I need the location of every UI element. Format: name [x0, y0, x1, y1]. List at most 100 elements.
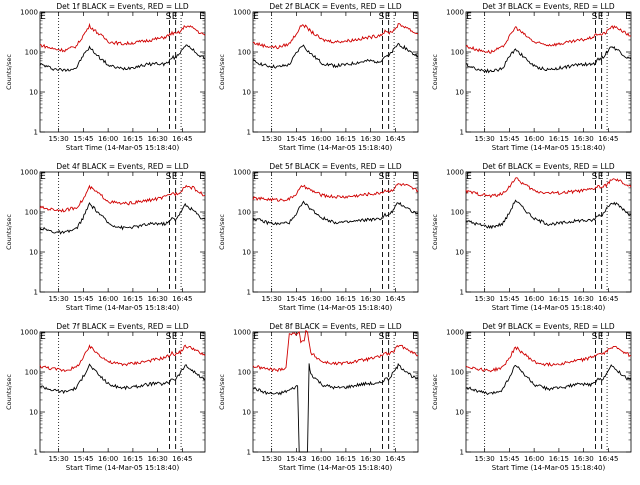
x-tick-label: 16:30	[574, 455, 594, 463]
y-axis-label: Counts/sec	[5, 54, 13, 90]
plot-frame	[39, 331, 206, 453]
events-series-line	[465, 364, 632, 396]
x-tick-label: 16:30	[574, 135, 594, 143]
edge-start-marker-label: E	[466, 12, 472, 22]
chart-title: Det 4f BLACK = Events, RED = LLD	[56, 162, 189, 171]
events-series-line	[466, 46, 632, 74]
edge-start-marker-label: E	[40, 172, 46, 182]
x-tick-label: 16:45	[598, 135, 618, 143]
start-marker-label: S	[379, 12, 385, 22]
y-tick-label: 1000	[20, 169, 38, 177]
x-tick-label: 16:30	[574, 295, 594, 303]
y-tick-label: 1000	[233, 329, 251, 337]
x-tick-label: 15:45	[499, 135, 519, 143]
y-tick-label: 100	[238, 209, 251, 217]
chart-title: Det 3f BLACK = Events, RED = LLD	[482, 2, 615, 11]
x-axis-label: Start Time (14-Mar-05 15:18:40)	[492, 304, 606, 312]
x-tick-label: 16:30	[148, 135, 168, 143]
x-tick-label: 16:15	[549, 455, 569, 463]
y-tick-label: 10	[455, 249, 464, 257]
y-tick-label: 1000	[20, 9, 38, 17]
chart-svg-9: Det 9f BLACK = Events, RED = LLD 1 10 100 10…	[431, 322, 632, 472]
y-tick-label: 1	[34, 129, 38, 137]
edge-end-marker-label: E	[412, 12, 418, 22]
edge-start-marker-label: E	[40, 12, 46, 22]
y-tick-label: 1000	[446, 329, 464, 337]
x-axis-label: Start Time (14-Mar-05 15:18:40)	[492, 144, 606, 152]
chart-title: Det 5f BLACK = Events, RED = LLD	[269, 162, 402, 171]
detector-panel-6: Det 6f BLACK = Events, RED = LLD 1 10 100 10…	[426, 160, 639, 320]
chart-title: Det 7f BLACK = Events, RED = LLD	[56, 322, 189, 331]
chart-svg-3: Det 3f BLACK = Events, RED = LLD 1 10 100 10…	[431, 2, 632, 152]
lld-series-line	[252, 183, 419, 202]
end-marker-label: E	[598, 332, 604, 342]
x-tick-label: 16:00	[311, 295, 331, 303]
x-tick-label: 15:30	[262, 455, 282, 463]
x-tick-label: 16:15	[336, 455, 356, 463]
y-tick-label: 1000	[446, 9, 464, 17]
x-tick-label: 15:45	[286, 135, 306, 143]
x-axis-label: Start Time (14-Mar-05 15:18:40)	[279, 304, 393, 312]
start-marker-label: S	[379, 172, 385, 182]
x-tick-label: 16:00	[524, 455, 544, 463]
detector-panel-1: Det 1f BLACK = Events, RED = LLD 1 10 100 10…	[0, 0, 213, 160]
y-tick-label: 10	[455, 89, 464, 97]
lld-series-line	[252, 23, 419, 50]
detector-panel-8: Det 8f BLACK = Events, RED = LLD 1 10 100 10…	[213, 320, 426, 480]
y-tick-label: 100	[451, 209, 464, 217]
plot-frame	[252, 171, 419, 293]
chart-title: Det 6f BLACK = Events, RED = LLD	[482, 162, 615, 171]
lld-series-line	[39, 184, 206, 213]
y-tick-label: 1	[34, 289, 38, 297]
chart-svg-6: Det 6f BLACK = Events, RED = LLD 1 10 100 10…	[431, 162, 632, 312]
edge-end-marker-label: E	[199, 12, 205, 22]
y-axis-label: Counts/sec	[431, 54, 439, 90]
x-tick-label: 16:15	[123, 295, 143, 303]
x-tick-label: 16:30	[361, 135, 381, 143]
end-marker-label: E	[172, 332, 178, 342]
x-tick-label: 16:45	[172, 295, 192, 303]
lld-series-line	[252, 330, 419, 373]
plot-frame	[252, 11, 419, 133]
x-tick-label: 16:45	[385, 455, 405, 463]
y-tick-label: 1	[34, 449, 38, 457]
y-tick-label: 1	[460, 449, 464, 457]
x-tick-label: 15:45	[499, 455, 519, 463]
edge-end-marker-label: E	[625, 12, 631, 22]
lld-series-line	[465, 345, 632, 373]
x-tick-label: 16:30	[148, 295, 168, 303]
end-marker-label: E	[385, 332, 391, 342]
y-axis-label: Counts/sec	[5, 374, 13, 410]
x-tick-label: 15:45	[73, 135, 93, 143]
chart-svg-7: Det 7f BLACK = Events, RED = LLD 1 10 100 10…	[5, 322, 206, 472]
edge-start-marker-label: E	[466, 172, 472, 182]
y-tick-label: 100	[451, 49, 464, 57]
y-tick-label: 100	[25, 49, 38, 57]
y-tick-label: 1	[247, 449, 251, 457]
x-tick-label: 16:15	[549, 295, 569, 303]
x-tick-label: 16:45	[172, 455, 192, 463]
y-axis-label: Counts/sec	[218, 214, 226, 250]
x-axis-label: Start Time (14-Mar-05 15:18:40)	[279, 464, 393, 472]
x-axis-label: Start Time (14-Mar-05 15:18:40)	[279, 144, 393, 152]
x-tick-label: 15:45	[73, 295, 93, 303]
x-tick-label: 16:00	[524, 135, 544, 143]
x-axis-label: Start Time (14-Mar-05 15:18:40)	[66, 304, 180, 312]
x-tick-label: 16:45	[385, 135, 405, 143]
x-axis-label: Start Time (14-Mar-05 15:18:40)	[66, 464, 180, 472]
edge-start-marker-label: E	[253, 172, 259, 182]
edge-end-marker-label: E	[625, 172, 631, 182]
chart-svg-2: Det 2f BLACK = Events, RED = LLD 1 10 100 10…	[218, 2, 419, 152]
x-tick-label: 16:30	[361, 295, 381, 303]
y-axis-label: Counts/sec	[5, 214, 13, 250]
edge-start-marker-label: E	[40, 332, 46, 342]
x-tick-label: 16:00	[98, 295, 118, 303]
detector-panel-5: Det 5f BLACK = Events, RED = LLD 1 10 100 10…	[213, 160, 426, 320]
x-tick-label: 15:45	[286, 295, 306, 303]
y-tick-label: 100	[25, 209, 38, 217]
start-marker-label: S	[592, 332, 598, 342]
x-tick-label: 15:30	[49, 455, 69, 463]
x-axis-label: Start Time (14-Mar-05 15:18:40)	[492, 464, 606, 472]
x-tick-label: 16:45	[172, 135, 192, 143]
end-marker-label: E	[172, 12, 178, 22]
